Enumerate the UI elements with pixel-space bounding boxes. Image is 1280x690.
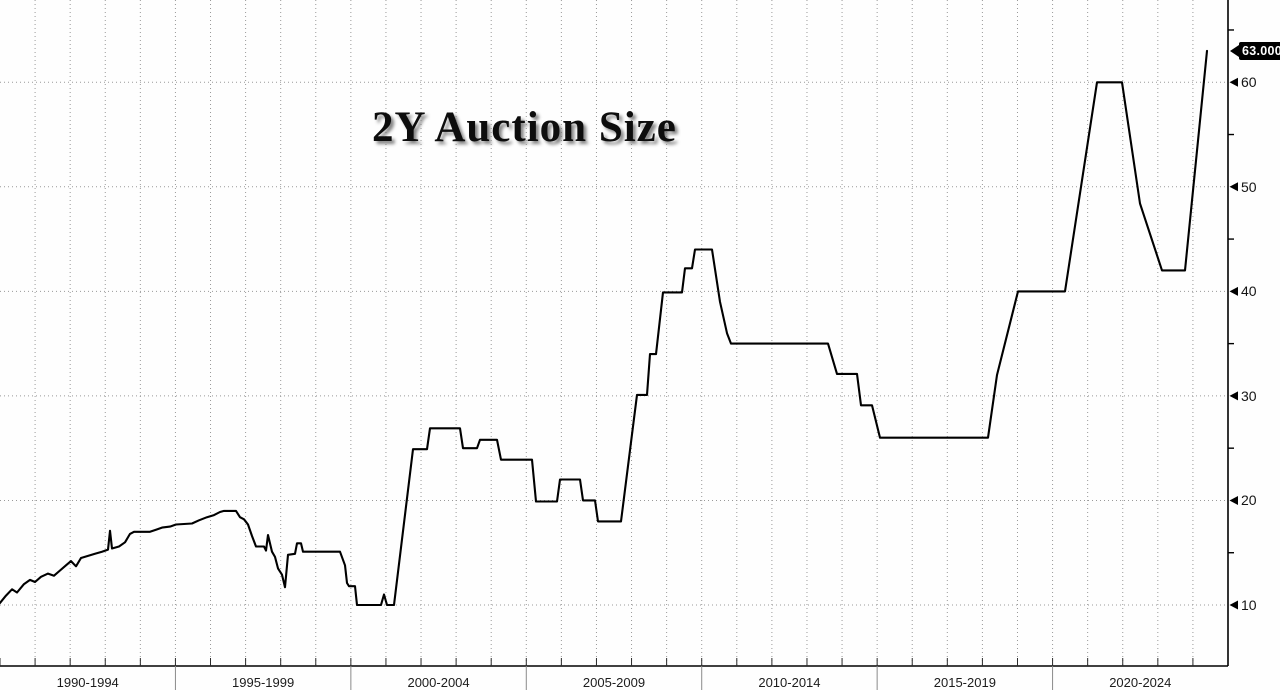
- y-axis-tick-label: 50: [1241, 178, 1257, 195]
- y-axis-tick-label: 60: [1241, 74, 1257, 91]
- x-axis-period-label: 1990-1994: [56, 675, 119, 690]
- x-axis-period-label: 2015-2019: [933, 675, 996, 690]
- y-major-tick-arrow-icon: [1229, 182, 1238, 192]
- price-tag-value: 63.000: [1239, 41, 1280, 60]
- y-major-tick-arrow-icon: [1229, 286, 1238, 296]
- y-axis-tick-label: 10: [1241, 597, 1257, 613]
- price-tag-arrow-icon: [1230, 44, 1239, 57]
- y-major-tick-arrow-icon: [1229, 495, 1238, 505]
- x-axis-period-label: 2000-2004: [407, 675, 470, 690]
- series-line: [0, 49, 1209, 607]
- y-axis-tick-label: 20: [1241, 492, 1257, 509]
- y-axis-tick-label: 30: [1241, 387, 1257, 404]
- y-major-tick-arrow-icon: [1229, 77, 1238, 87]
- last-price-tag: 63.000: [1230, 41, 1280, 60]
- y-axis-tick-label: 40: [1241, 283, 1257, 300]
- x-axis-period-label: 2020-2024: [1109, 675, 1172, 690]
- y-major-tick-arrow-icon: [1229, 600, 1238, 610]
- chart-title: 2Y Auction Size: [372, 104, 677, 151]
- y-major-tick-arrow-icon: [1229, 391, 1238, 401]
- x-axis-period-label: 2005-2009: [582, 675, 646, 690]
- x-axis-period-label: 1995-1999: [232, 675, 295, 690]
- x-axis-period-label: 2010-2014: [758, 675, 821, 690]
